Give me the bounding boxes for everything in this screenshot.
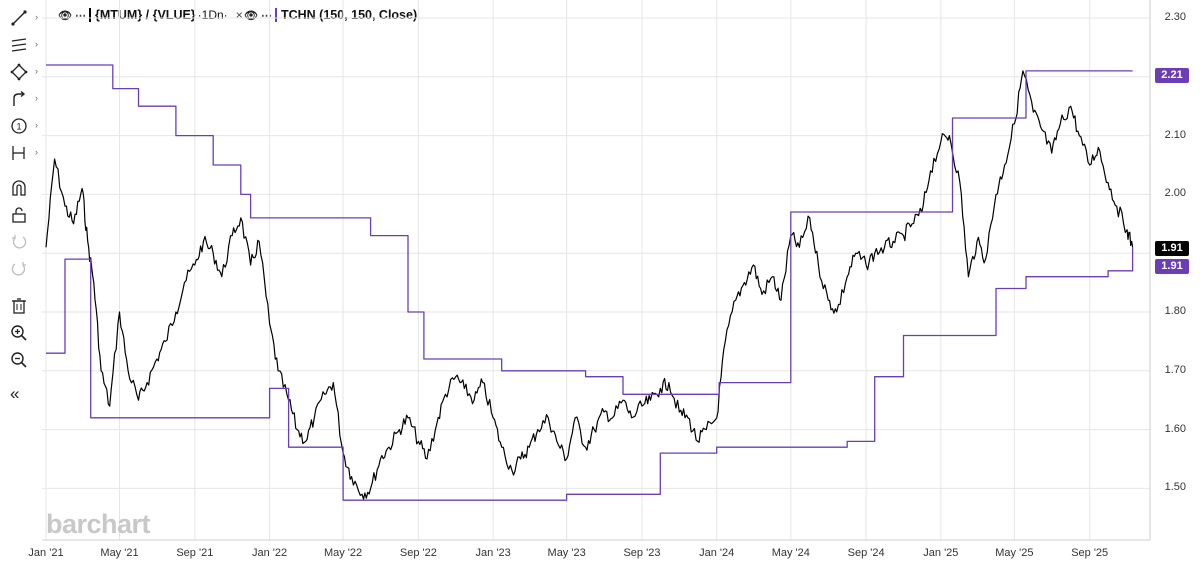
magnet-icon[interactable] <box>10 176 36 200</box>
close-icon[interactable]: × <box>235 8 243 22</box>
collapse-icon[interactable]: « <box>10 384 20 403</box>
y-tick-label: 1.70 <box>1164 363 1186 376</box>
lower-channel-badge: 1.91 <box>1155 259 1189 274</box>
x-tick-label: Jan '22 <box>251 547 288 559</box>
x-tick-label: May '22 <box>323 547 363 559</box>
y-tick-label: 1.60 <box>1164 422 1186 435</box>
measure-tool-icon[interactable]: › <box>12 146 38 160</box>
x-tick-label: Jan '21 <box>28 547 64 559</box>
y-tick-label: 1.50 <box>1164 481 1186 494</box>
number-tool-icon[interactable]: 1 › <box>10 114 38 138</box>
last-price-badge: 1.91 <box>1155 241 1189 256</box>
x-tick-label: Sep '24 <box>847 547 885 559</box>
y-tick-label: 2.10 <box>1164 128 1186 141</box>
fib-tool-icon[interactable]: › <box>10 33 38 57</box>
line-tool-icon[interactable]: › <box>10 6 38 30</box>
y-tick-label: 1.80 <box>1164 305 1186 317</box>
y-tick-label: 2.00 <box>1164 187 1186 200</box>
x-tick-label: May '25 <box>995 547 1034 559</box>
shape-tool-icon[interactable]: › <box>10 60 38 84</box>
trash-icon[interactable] <box>10 294 36 318</box>
x-tick-label: Sep '23 <box>623 547 661 559</box>
drawing-toolbar: › › › › 1 › › « <box>0 0 40 571</box>
x-tick-label: Jan '24 <box>699 547 735 559</box>
x-tick-label: Sep '22 <box>399 547 437 559</box>
x-tick-label: Sep '21 <box>176 547 214 559</box>
redo-icon[interactable] <box>10 257 36 281</box>
more-icon[interactable]: ⋯ <box>260 9 272 22</box>
lock-icon[interactable] <box>10 203 36 227</box>
channel-upper-line[interactable] <box>46 64 1133 395</box>
arrow-tool-icon[interactable]: › <box>10 87 38 111</box>
zoom-out-icon[interactable] <box>10 348 36 372</box>
more-icon[interactable]: ⋯ <box>74 9 86 22</box>
channel-lower-line[interactable] <box>46 247 1134 501</box>
barchart-logo: barchart <box>46 509 151 539</box>
zoom-in-icon[interactable] <box>10 321 36 345</box>
svg-text:1: 1 <box>16 122 21 132</box>
x-tick-label: Jan '25 <box>923 547 959 559</box>
upper-channel-badge: 2.21 <box>1155 68 1189 83</box>
undo-icon[interactable] <box>10 230 36 254</box>
study-swatch <box>274 8 277 22</box>
x-tick-label: May '23 <box>547 547 586 559</box>
y-tick-label: 2.30 <box>1164 11 1186 23</box>
main-series-swatch <box>88 8 91 22</box>
x-tick-label: May '24 <box>771 547 810 559</box>
x-tick-label: Jan '23 <box>475 547 511 559</box>
x-tick-label: May '21 <box>100 547 139 559</box>
x-tick-label: Sep '25 <box>1071 547 1109 559</box>
